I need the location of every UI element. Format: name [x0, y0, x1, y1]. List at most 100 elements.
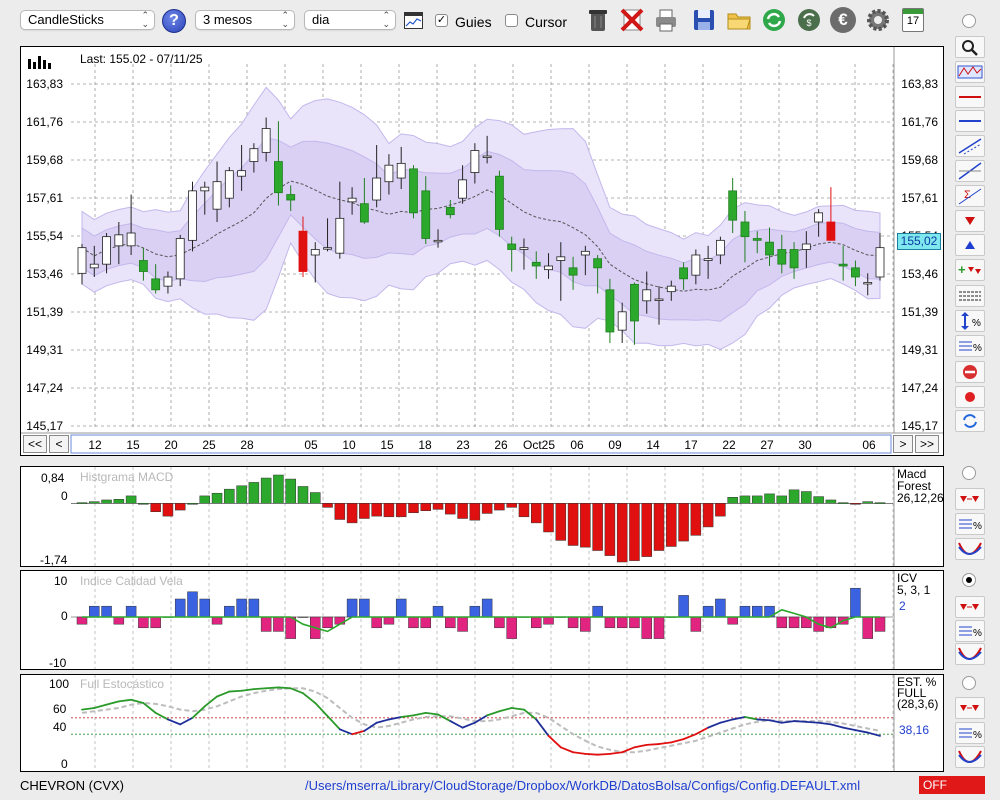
macd-curve-tool[interactable]	[955, 538, 985, 560]
sync-icon[interactable]	[955, 410, 985, 432]
record-icon[interactable]	[955, 386, 985, 408]
macd-arrows-tool[interactable]	[955, 488, 985, 510]
macd-bar	[224, 488, 235, 504]
stochastic-arrows-tool[interactable]	[955, 697, 985, 719]
stochastic-side-label-2: FULL	[897, 686, 927, 700]
download-icon[interactable]: $	[795, 6, 823, 34]
icv-bar	[862, 616, 873, 639]
price-xtick: 25	[202, 438, 216, 452]
panel-radio-price[interactable]	[962, 14, 976, 28]
macd-percent-tool[interactable]: %	[955, 513, 985, 535]
delete-icon[interactable]	[618, 6, 646, 34]
price-ytick-left: 163,83	[26, 77, 63, 91]
chart-window-icon[interactable]	[404, 12, 423, 29]
stochastic-segment	[314, 702, 329, 718]
icv-arrows-tool[interactable]	[955, 596, 985, 618]
macd-bar	[837, 502, 849, 504]
stochastic-curve-tool[interactable]	[955, 746, 985, 768]
arrow-down-tool[interactable]	[955, 210, 985, 232]
icv-bar	[236, 598, 247, 618]
icv-bar	[481, 598, 493, 618]
macd-side-label-1: Macd	[897, 467, 927, 481]
stochastic-segment	[866, 731, 881, 737]
stochastic-segment	[277, 686, 292, 690]
icv-bar	[383, 616, 395, 625]
percent-scale-tool[interactable]: %	[955, 310, 985, 332]
stochastic-segment	[167, 718, 182, 726]
icv-percent-tool[interactable]: %	[955, 620, 985, 642]
icv-bar	[592, 605, 603, 618]
icv-panel: Indice Calidad Vela 10 0 -10 ICV 5, 3, 1…	[20, 570, 944, 670]
period-select[interactable]: 3 mesos ⌃ ⌄	[195, 10, 295, 30]
macd-bar	[310, 492, 321, 504]
icv-bar	[530, 616, 542, 629]
stochastic-signal-line	[81, 687, 881, 754]
stochastic-segment	[682, 733, 697, 741]
candle-body	[580, 250, 590, 256]
icv-title: Indice Calidad Vela	[80, 574, 183, 588]
scroll-first-button[interactable]: <<	[23, 435, 47, 453]
macd-bar	[764, 493, 775, 504]
stochastic-segment	[498, 707, 513, 713]
candle-body	[556, 256, 566, 261]
stochastic-percent-tool[interactable]: %	[955, 722, 985, 744]
macd-bar	[715, 503, 726, 517]
guides-checkbox[interactable]: ✓	[435, 14, 448, 27]
refresh-icon[interactable]	[760, 6, 788, 34]
interval-select[interactable]: dia ⌃ ⌄	[304, 10, 396, 30]
indicator-tool[interactable]	[955, 61, 985, 83]
stochastic-segment	[829, 723, 845, 729]
euro-icon[interactable]: €	[830, 7, 856, 33]
cursor-checkbox[interactable]	[505, 14, 518, 27]
zoom-tool[interactable]	[955, 36, 985, 58]
trend-line-tool[interactable]	[955, 160, 985, 182]
icv-curve-tool[interactable]	[955, 643, 985, 665]
candle-body	[458, 179, 467, 199]
macd-bar	[420, 503, 432, 511]
open-folder-icon[interactable]	[725, 6, 753, 34]
macd-bar	[690, 503, 702, 536]
scroll-last-button[interactable]: >>	[915, 435, 939, 453]
chart-type-select[interactable]: CandleSticks ⌃ ⌄	[20, 10, 155, 30]
candle-body	[77, 247, 87, 274]
horizontal-line-red-tool[interactable]	[955, 86, 985, 108]
block-icon[interactable]	[955, 361, 985, 383]
sigma-tool[interactable]: Σ	[955, 185, 985, 207]
price-ytick-left: 157,61	[26, 191, 63, 205]
scroll-prev-button[interactable]: <	[49, 435, 69, 453]
stochastic-segment	[252, 687, 268, 691]
icv-ytick-top: 10	[54, 574, 68, 588]
calendar-icon[interactable]: 17	[902, 8, 924, 32]
config-path-link[interactable]: /Users/mserra/Library/CloudStorage/Dropb…	[305, 778, 861, 793]
price-xtick: Oct25	[523, 438, 555, 452]
panel-radio-icv[interactable]	[962, 573, 976, 587]
stochastic-ytick-0: 0	[61, 757, 68, 771]
help-button[interactable]: ?	[162, 9, 186, 33]
icv-bar	[543, 616, 554, 625]
macd-bar	[801, 491, 812, 504]
save-icon[interactable]	[690, 6, 718, 34]
panel-radio-stochastic[interactable]	[962, 676, 976, 690]
horizontal-line-blue-tool[interactable]	[955, 110, 985, 132]
stochastic-segment	[302, 692, 317, 704]
panel-radio-macd[interactable]	[962, 466, 976, 480]
price-xtick: 27	[760, 438, 774, 452]
mode-status-badge[interactable]: OFF	[919, 776, 985, 794]
arrow-up-tool[interactable]	[955, 234, 985, 256]
channel-tool[interactable]	[955, 135, 985, 157]
candle-body	[114, 234, 124, 247]
print-icon[interactable]	[652, 6, 680, 34]
stochastic-segment	[130, 698, 145, 704]
grid-lines-tool[interactable]	[955, 285, 985, 307]
add-remove-tool[interactable]: +	[955, 259, 985, 281]
stochastic-segment	[572, 751, 587, 755]
current-price-badge: 155,02	[897, 233, 941, 250]
percent-lines-tool[interactable]: %	[955, 335, 985, 357]
stochastic-segment	[731, 716, 746, 721]
trash-icon[interactable]	[584, 6, 612, 34]
macd-bar	[101, 499, 112, 504]
macd-bar	[359, 503, 370, 519]
icv-bar	[616, 616, 628, 629]
settings-gear-icon[interactable]	[864, 6, 892, 34]
scroll-next-button[interactable]: >	[893, 435, 913, 453]
